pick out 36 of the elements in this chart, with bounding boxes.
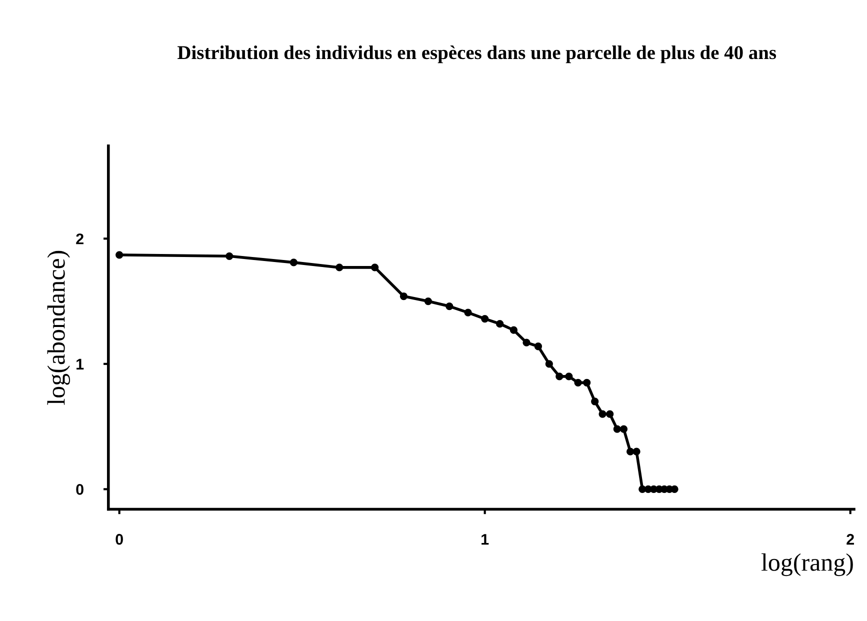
point <box>556 372 564 380</box>
point <box>290 258 298 266</box>
x-tick-label: 0 <box>116 534 123 545</box>
point <box>481 314 489 323</box>
point <box>582 378 591 387</box>
point <box>638 485 646 493</box>
point <box>591 398 599 406</box>
point <box>620 425 628 433</box>
point <box>424 297 432 306</box>
point <box>632 448 640 456</box>
point <box>545 360 553 368</box>
y-tick-label: 2 <box>76 234 84 244</box>
point <box>606 410 614 418</box>
point <box>464 308 472 316</box>
point <box>510 326 518 334</box>
point <box>534 342 542 350</box>
point <box>613 425 621 433</box>
x-tick-label: 2 <box>846 534 854 545</box>
x-axis-title: log(rang) <box>761 553 853 576</box>
x-tick-label: 1 <box>482 534 489 545</box>
point <box>565 372 573 380</box>
point <box>400 292 408 300</box>
point <box>626 448 634 456</box>
chart-title: Distribution des individus en espèces dans une parcelle de plus de 40 ans <box>178 45 776 64</box>
point <box>226 252 234 260</box>
y-tick-label: 1 <box>76 358 84 370</box>
point <box>371 264 379 272</box>
point <box>598 410 606 418</box>
point <box>496 320 504 328</box>
point <box>116 251 124 259</box>
point <box>522 338 530 346</box>
point <box>446 302 454 310</box>
y-tick-label: 0 <box>76 484 84 495</box>
point <box>336 264 344 272</box>
point <box>574 378 582 387</box>
y-axis-title: log(abondance) <box>47 250 70 405</box>
